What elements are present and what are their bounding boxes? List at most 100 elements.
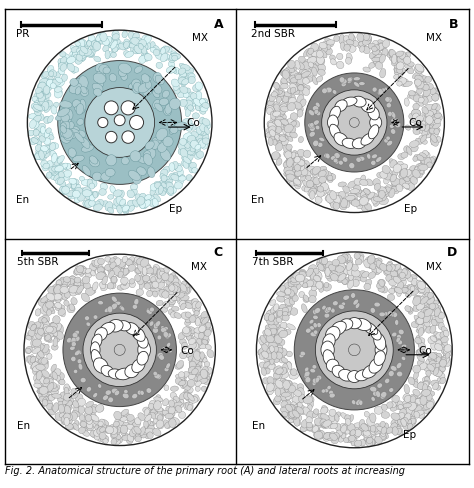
Ellipse shape — [327, 176, 333, 183]
Ellipse shape — [292, 410, 300, 418]
Ellipse shape — [327, 41, 335, 46]
Ellipse shape — [283, 283, 290, 292]
Ellipse shape — [180, 284, 187, 292]
Ellipse shape — [415, 164, 421, 173]
Ellipse shape — [274, 368, 283, 376]
Ellipse shape — [421, 83, 428, 91]
Ellipse shape — [327, 191, 334, 198]
Ellipse shape — [276, 346, 283, 351]
Ellipse shape — [110, 258, 117, 265]
Ellipse shape — [346, 58, 352, 65]
Ellipse shape — [95, 64, 104, 73]
Ellipse shape — [321, 47, 328, 54]
Ellipse shape — [404, 99, 409, 107]
Ellipse shape — [374, 333, 386, 350]
Ellipse shape — [94, 57, 101, 63]
Ellipse shape — [380, 421, 385, 428]
Ellipse shape — [60, 53, 66, 58]
Ellipse shape — [271, 93, 277, 98]
Ellipse shape — [90, 415, 99, 422]
Ellipse shape — [417, 338, 425, 345]
Ellipse shape — [297, 402, 302, 408]
Ellipse shape — [293, 390, 301, 397]
Ellipse shape — [431, 304, 438, 310]
Ellipse shape — [106, 53, 114, 58]
Ellipse shape — [154, 397, 163, 402]
Ellipse shape — [273, 154, 281, 159]
Ellipse shape — [285, 170, 293, 177]
Ellipse shape — [74, 268, 83, 275]
Ellipse shape — [111, 388, 118, 394]
Ellipse shape — [164, 422, 171, 428]
Ellipse shape — [352, 400, 356, 405]
Ellipse shape — [111, 433, 117, 439]
Ellipse shape — [380, 286, 388, 293]
Ellipse shape — [330, 274, 338, 282]
Ellipse shape — [397, 403, 403, 410]
Ellipse shape — [29, 121, 36, 129]
Ellipse shape — [182, 328, 191, 337]
Ellipse shape — [135, 434, 141, 441]
Ellipse shape — [110, 427, 118, 434]
Ellipse shape — [279, 135, 286, 142]
Ellipse shape — [260, 336, 266, 344]
Ellipse shape — [195, 364, 202, 368]
Ellipse shape — [129, 43, 136, 49]
Ellipse shape — [269, 130, 275, 137]
Ellipse shape — [271, 152, 280, 161]
Ellipse shape — [275, 127, 282, 134]
Ellipse shape — [57, 373, 64, 380]
Ellipse shape — [383, 190, 389, 198]
Ellipse shape — [350, 189, 360, 194]
Ellipse shape — [169, 400, 177, 407]
Ellipse shape — [389, 160, 394, 165]
Ellipse shape — [183, 392, 191, 400]
Ellipse shape — [351, 270, 360, 277]
Ellipse shape — [403, 183, 410, 189]
Ellipse shape — [403, 82, 412, 87]
Ellipse shape — [410, 289, 419, 296]
Ellipse shape — [41, 73, 47, 80]
Ellipse shape — [188, 77, 195, 84]
Ellipse shape — [341, 82, 346, 87]
Ellipse shape — [313, 330, 318, 335]
Ellipse shape — [73, 156, 84, 163]
Ellipse shape — [441, 356, 449, 365]
Ellipse shape — [392, 427, 398, 436]
Ellipse shape — [259, 362, 268, 369]
Ellipse shape — [155, 104, 163, 112]
Ellipse shape — [423, 132, 431, 139]
Ellipse shape — [325, 432, 334, 441]
Ellipse shape — [78, 266, 86, 274]
Ellipse shape — [195, 102, 201, 107]
Ellipse shape — [59, 172, 64, 179]
Ellipse shape — [191, 142, 197, 148]
Ellipse shape — [132, 305, 137, 309]
Ellipse shape — [137, 199, 145, 206]
Ellipse shape — [422, 151, 428, 158]
Ellipse shape — [182, 156, 188, 161]
Ellipse shape — [348, 438, 355, 444]
Ellipse shape — [132, 427, 137, 434]
Ellipse shape — [121, 74, 128, 81]
Ellipse shape — [313, 276, 320, 282]
Ellipse shape — [323, 420, 331, 427]
Ellipse shape — [92, 84, 103, 93]
Ellipse shape — [349, 34, 354, 41]
Ellipse shape — [169, 297, 175, 303]
Ellipse shape — [312, 365, 317, 369]
Ellipse shape — [44, 335, 52, 342]
Ellipse shape — [122, 257, 128, 263]
Ellipse shape — [93, 422, 100, 428]
Ellipse shape — [61, 135, 71, 144]
Ellipse shape — [190, 102, 196, 107]
Ellipse shape — [346, 54, 352, 62]
Ellipse shape — [397, 68, 403, 74]
Ellipse shape — [319, 138, 325, 142]
Ellipse shape — [112, 257, 118, 264]
Ellipse shape — [436, 353, 442, 360]
Ellipse shape — [307, 51, 313, 59]
Ellipse shape — [425, 293, 431, 300]
Ellipse shape — [327, 196, 335, 203]
Ellipse shape — [267, 108, 273, 116]
